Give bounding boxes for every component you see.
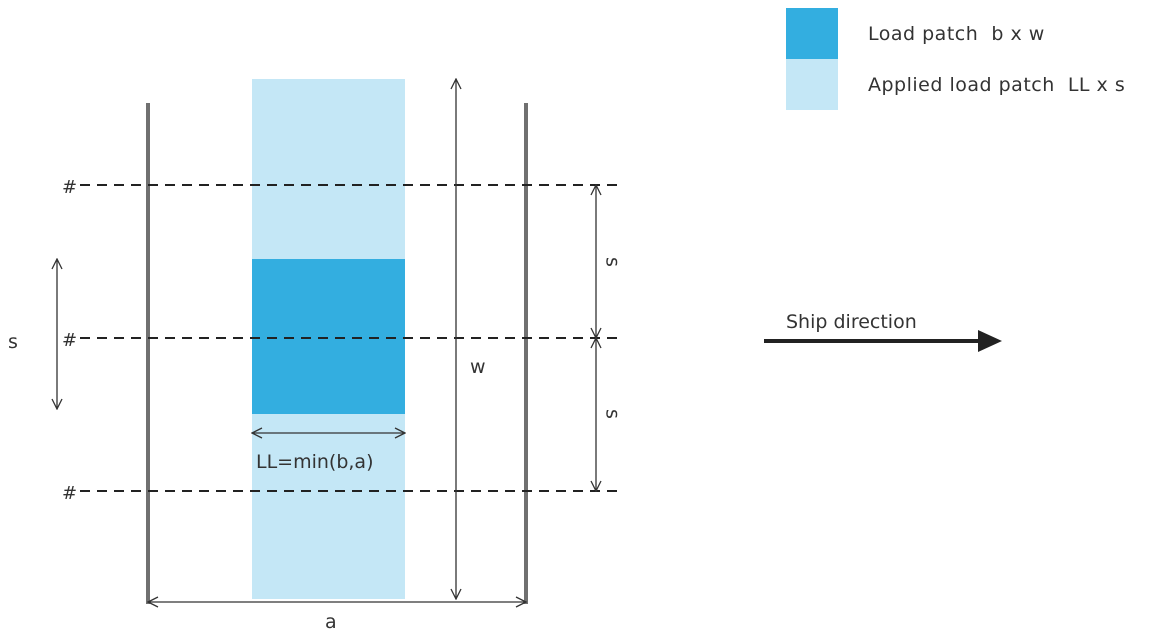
load-length-label: LL=min(b,a) [256,451,374,473]
legend-label-applied-load-patch: Applied load patch LL x s [868,73,1126,96]
spacing-label-lower: s [602,409,624,419]
legend-item-applied-load-patch: Applied load patch LL x s [786,59,1125,110]
legend-label-load-patch: Load patch b x w [868,22,1045,45]
load-patch [252,259,405,414]
spacing-label-upper: s [602,257,624,267]
legend-item-load-patch: Load patch b x w [786,8,1045,59]
ship-direction-arrow-icon [978,330,1002,352]
height-label: w [470,356,486,378]
legend-swatch-load-patch [786,8,838,59]
frame-mark-bottom: # [62,483,77,504]
frame-mark-middle: # [62,330,77,351]
spacing-label-left: s [8,331,18,353]
width-label: a [325,611,337,633]
ship-direction-label: Ship direction [786,311,917,333]
legend-swatch-applied-load-patch [786,59,838,110]
frame-mark-top: # [62,177,77,198]
